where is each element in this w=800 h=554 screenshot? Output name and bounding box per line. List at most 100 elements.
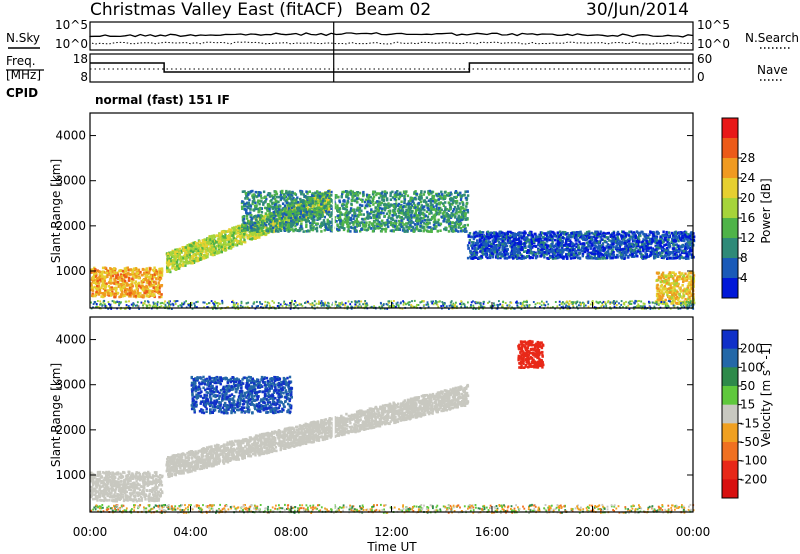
range-cell [197,249,200,252]
range-cell [205,255,208,258]
range-cell [293,202,296,205]
range-cell [383,215,386,218]
range-cell [395,193,398,196]
range-cell [445,213,448,217]
range-cell [150,279,154,283]
range-cell [439,222,443,226]
nsearch-label: N.Search [745,31,799,45]
range-cell [374,215,377,219]
range-cell [218,237,222,240]
range-cell [405,208,408,212]
range-cell [201,247,204,250]
range-cell [291,194,294,198]
range-cell [361,198,364,202]
range-cell [323,215,326,219]
range-cell [383,194,386,197]
range-cell [403,194,406,198]
range-cell [261,220,265,223]
range-cell [316,222,319,225]
range-cell [416,214,419,217]
range-cell [251,202,254,206]
range-cell [374,201,377,204]
range-cell [229,231,232,234]
range-cell [141,268,145,271]
range-cell [94,287,98,290]
range-cell [299,216,302,219]
range-cell [109,286,112,290]
range-cell [179,256,183,259]
range-cell [317,206,321,209]
range-cell [464,190,467,193]
range-cell [192,250,195,254]
range-cell [259,229,262,233]
range-cell [115,286,118,290]
range-cell [176,259,179,262]
range-cell [313,215,316,219]
range-cell [98,288,102,292]
range-cell [135,275,138,278]
range-cell [428,212,431,216]
range-cell [243,190,246,193]
range-cell [440,208,443,212]
range-cell [336,195,340,199]
range-cell [353,226,357,229]
range-cell [314,207,318,211]
range-cell [387,225,390,229]
range-cell [305,216,309,220]
range-cell [387,209,390,213]
range-cell [123,287,127,290]
range-cell [98,272,101,276]
range-cell [355,229,358,232]
range-cell [444,208,447,212]
range-cell [255,215,258,219]
range-cell [184,264,187,267]
cpid-text: normal (fast) 151 IF [95,93,230,107]
range-cell [160,267,164,270]
range-cell [229,238,233,241]
range-cell [302,218,306,221]
range-cell [426,230,429,233]
range-cell [448,224,451,228]
range-cell [360,217,364,221]
range-cell [291,203,294,207]
range-cell [160,274,164,277]
range-cell [109,270,112,273]
range-cell [121,294,124,298]
range-cell [90,284,93,288]
range-cell [394,205,397,208]
range-cell [457,217,460,220]
range-cell [304,208,307,211]
range-cell [234,243,237,246]
range-cell [266,220,269,224]
range-cell [107,292,110,296]
range-cell [447,209,450,212]
range-cell [169,259,172,263]
range-cell [235,243,239,247]
range-cell [438,192,441,196]
range-cell [151,290,154,294]
range-cell [323,206,326,209]
range-cell [365,193,369,197]
range-cell [209,242,213,246]
range-cell [280,218,283,222]
freq-panel [89,53,694,83]
range-cell [466,223,469,227]
range-cell [308,196,311,200]
range-cell [419,195,423,199]
range-cell [254,233,258,237]
range-cell [298,202,302,206]
range-cell [444,206,447,209]
range-cell [121,290,124,294]
range-cell [269,215,272,218]
range-cell [317,198,320,202]
range-cell [296,214,299,217]
range-cell [420,208,423,212]
freq-label: Freq. [6,54,36,68]
range-cell [245,229,248,233]
range-cell [376,200,379,203]
range-cell [371,200,374,204]
range-cell [274,207,277,211]
range-cell [313,208,316,212]
range-cell [416,227,419,231]
range-cell [424,214,428,218]
